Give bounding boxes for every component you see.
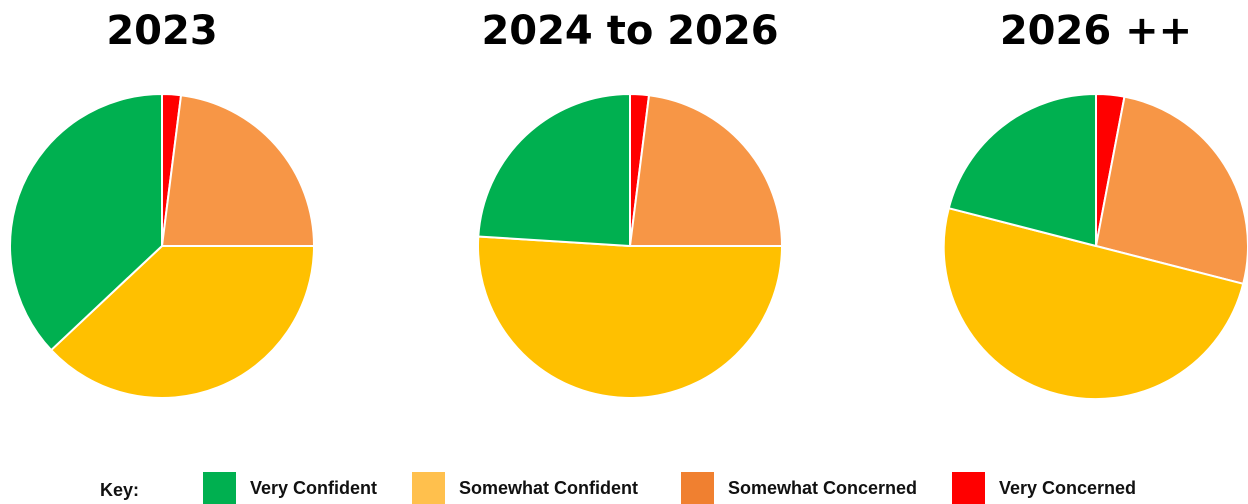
legend-swatch <box>681 472 714 504</box>
legend-swatch <box>412 472 445 504</box>
pie-slice-very-confident <box>9 93 163 352</box>
pie-slice-somewhat-confident <box>942 207 1245 401</box>
pie-slice-very-confident <box>947 93 1097 247</box>
legend-item-very-confident: Very Confident <box>203 472 377 504</box>
pie-slice-somewhat-confident <box>50 245 315 399</box>
legend-label: Very Confident <box>250 477 378 498</box>
chart-title-2024-2026: 2024 to 2026 <box>481 8 779 54</box>
legend-label: Somewhat Confident <box>459 477 638 498</box>
legend-item-somewhat-concerned: Somewhat Concerned <box>681 472 917 504</box>
legend-item-somewhat-confident: Somewhat Confident <box>412 472 638 504</box>
chart-title-2023: 2023 <box>106 8 218 54</box>
legend-label: Somewhat Concerned <box>728 477 918 498</box>
legend-item-very-concerned: Very Concerned <box>952 472 1136 504</box>
pie-chart-2023 <box>9 93 315 399</box>
pie-slice-very-confident <box>477 93 631 247</box>
pie-slice-somewhat-confident <box>477 235 783 399</box>
legend-label: Very Concerned <box>999 477 1137 498</box>
pie-slice-somewhat-concerned <box>161 94 315 247</box>
legend-key-label: Key: <box>100 480 140 500</box>
legend-swatch <box>203 472 236 504</box>
pie-chart-2026-plus <box>942 93 1248 401</box>
chart-title-2026-plus: 2026 ++ <box>999 8 1193 54</box>
legend-swatch <box>952 472 985 504</box>
pie-slice-somewhat-concerned <box>629 94 783 247</box>
pie-chart-2024-2026 <box>477 93 783 399</box>
legend: Key: Very Confident Somewhat Confident S… <box>0 472 1248 504</box>
